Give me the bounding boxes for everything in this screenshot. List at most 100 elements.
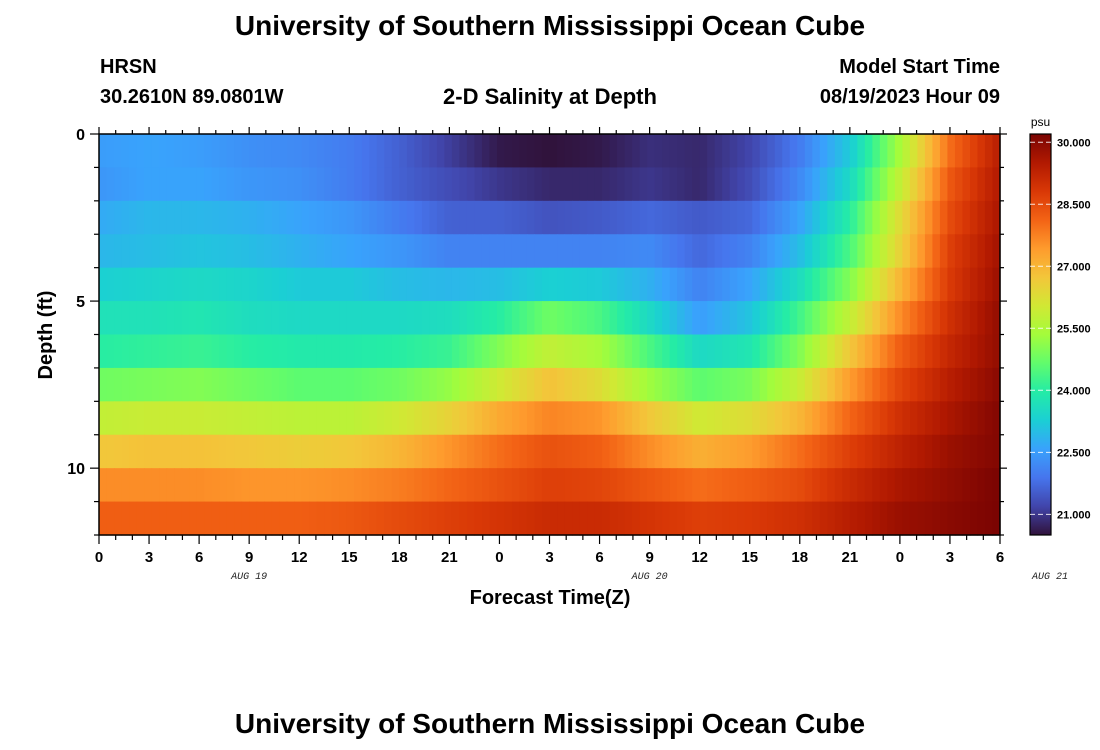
heatmap-cell (301, 501, 310, 536)
heatmap-cell (534, 301, 543, 336)
heatmap-cell (414, 167, 423, 202)
heatmap-cell (984, 234, 994, 269)
heatmap-cell (429, 367, 438, 402)
heatmap-cell (406, 367, 415, 402)
heatmap-cell (294, 401, 303, 436)
heatmap-cell (444, 501, 453, 536)
heatmap-cell (301, 167, 310, 202)
heatmap-cell (204, 234, 213, 269)
heatmap-cell (984, 301, 994, 336)
heatmap-cell (316, 468, 325, 503)
heatmap-cell (339, 401, 348, 436)
heatmap-cell (924, 200, 934, 235)
heatmap-cell (684, 401, 693, 436)
heatmap-cell (924, 334, 934, 369)
heatmap-cell (917, 334, 926, 369)
heatmap-cell (797, 401, 806, 436)
heatmap-cell (279, 401, 288, 436)
heatmap-cell (984, 401, 994, 436)
heatmap-cell (121, 301, 130, 336)
heatmap-cell (729, 401, 738, 436)
heatmap-cell (279, 301, 288, 336)
heatmap-cell (812, 334, 821, 369)
heatmap-cell (279, 334, 288, 369)
heatmap-cell (587, 367, 596, 402)
heatmap-cell (189, 367, 198, 402)
heatmap-cell (624, 134, 633, 169)
heatmap-cell (602, 267, 611, 302)
heatmap-cell (894, 367, 903, 402)
heatmap-cell (414, 134, 423, 169)
heatmap-cell (917, 167, 926, 202)
heatmap-cell (346, 234, 355, 269)
heatmap-cell (752, 267, 761, 302)
colorbar: psu 30.000 28.500 27.000 25.500 24.000 22.500 2… (1029, 115, 1091, 536)
heatmap-cell (917, 501, 926, 536)
heatmap-cell (324, 301, 333, 336)
heatmap-cell (587, 468, 596, 503)
heatmap-cell (489, 334, 498, 369)
heatmap-cell (249, 401, 258, 436)
heatmap-cell (774, 134, 783, 169)
heatmap-cell (969, 367, 979, 402)
heatmap-cell (594, 501, 603, 536)
heatmap-cell (594, 234, 603, 269)
heatmap-cell (226, 468, 235, 503)
heatmap-cell (962, 234, 971, 269)
heatmap-cell (324, 334, 333, 369)
heatmap-cell (196, 301, 205, 336)
heatmap-cell (954, 134, 964, 169)
heatmap-cell (924, 301, 934, 336)
heatmap-cell (256, 334, 265, 369)
heatmap-cell (541, 267, 551, 302)
heatmap-cell (466, 234, 476, 269)
footer-title: University of Southern Mississippi Ocean… (234, 708, 866, 739)
heatmap-cell (459, 200, 468, 235)
heatmap-cell (316, 200, 325, 235)
heatmap-cell (414, 401, 423, 436)
heatmap-cell (872, 401, 881, 436)
heatmap-cell (804, 200, 813, 235)
heatmap-cell (804, 334, 813, 369)
heatmap-cell (669, 501, 678, 536)
heatmap-cell (496, 267, 506, 302)
heatmap-cell (842, 200, 851, 235)
heatmap-cell (481, 434, 491, 469)
heatmap-cell (421, 267, 430, 302)
heatmap-cell (639, 134, 648, 169)
heatmap-cell (737, 367, 746, 402)
heatmap-cell (99, 367, 108, 402)
heatmap-cell (632, 134, 641, 169)
heatmap-cell (819, 334, 828, 369)
heatmap-cell (226, 434, 235, 469)
heatmap-cell (857, 468, 866, 503)
heatmap-cell (429, 167, 438, 202)
colorbar-tick-label: 24.000 (1057, 385, 1091, 397)
heatmap-cell (219, 434, 228, 469)
heatmap-cell (774, 301, 783, 336)
heatmap-cell (737, 401, 746, 436)
heatmap-cell (241, 401, 250, 436)
heatmap-cell (564, 367, 573, 402)
heatmap-cell (324, 234, 333, 269)
heatmap-cell (309, 468, 318, 503)
heatmap-cell (489, 134, 498, 169)
heatmap-cell (189, 167, 198, 202)
heatmap-cell (707, 134, 716, 169)
heatmap-cell (481, 334, 491, 369)
heatmap-cell (722, 134, 731, 169)
heatmap-cell (226, 234, 235, 269)
heatmap-cell (414, 434, 423, 469)
heatmap-cell (106, 501, 115, 536)
heatmap-cell (414, 234, 423, 269)
heatmap-cell (339, 234, 348, 269)
heatmap-cell (511, 301, 521, 336)
heatmap-cell (647, 468, 656, 503)
heatmap-cell (767, 267, 776, 302)
heatmap-cell (376, 434, 385, 469)
heatmap-cell (894, 501, 903, 536)
heatmap-cell (767, 234, 776, 269)
heatmap-cell (249, 334, 258, 369)
heatmap-cell (654, 334, 663, 369)
heatmap-cell (196, 434, 205, 469)
